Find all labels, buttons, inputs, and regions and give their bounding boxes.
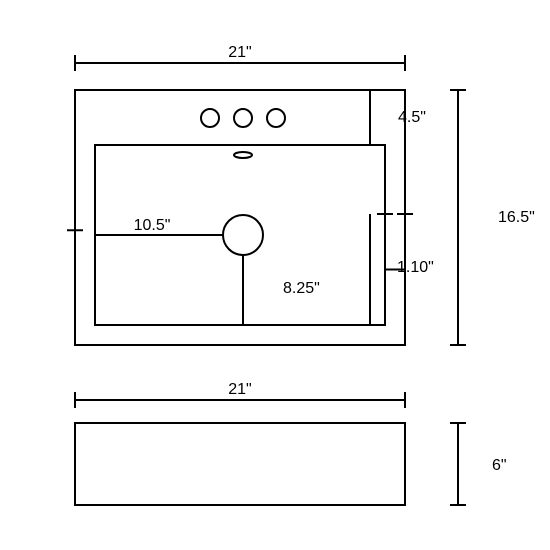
- dim-top-height: 16.5": [498, 209, 535, 226]
- dim-drain-from-left: 10.5": [134, 217, 171, 234]
- dim-side-margin: 1.10": [397, 259, 434, 276]
- dimension-drawing: 21" 16.5" 4.5" 1.10" 10.5" 8.25" 21" 6": [0, 0, 550, 550]
- dim-side-height: 6": [492, 457, 507, 474]
- dim-side-width: 21": [228, 381, 251, 398]
- dim-deck-depth: 4.5": [398, 109, 426, 126]
- dim-drain-from-front: 8.25": [283, 280, 320, 297]
- dim-top-width: 21": [228, 44, 251, 61]
